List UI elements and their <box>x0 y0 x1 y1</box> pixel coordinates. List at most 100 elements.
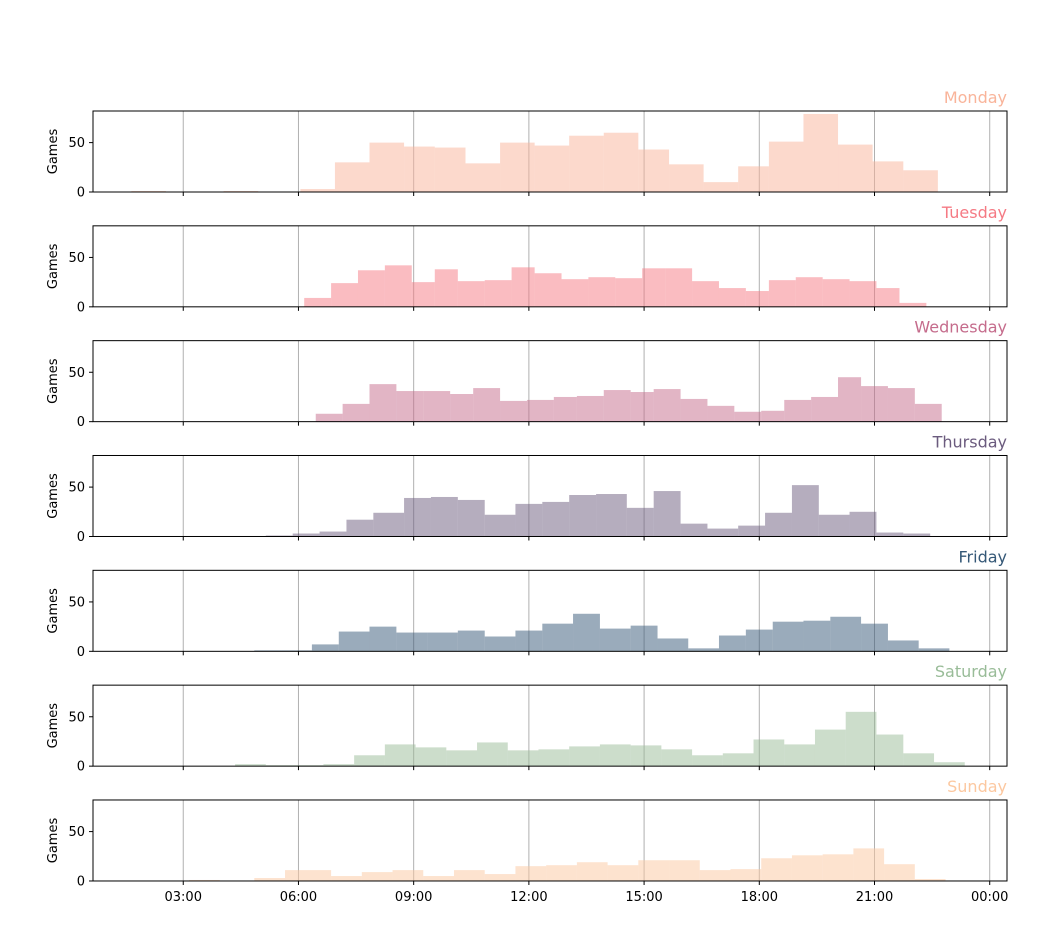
histogram-bar <box>784 399 812 422</box>
y-tick-label: 0 <box>77 300 85 315</box>
histogram-bar <box>338 631 370 652</box>
histogram-bar <box>515 503 543 537</box>
histogram-bar <box>603 390 631 422</box>
y-axis-title: Games <box>46 243 61 289</box>
y-tick-label: 50 <box>68 481 85 496</box>
histogram-bar <box>638 149 670 192</box>
x-tick-label: 15:00 <box>625 890 662 905</box>
panel-title-wednesday: Wednesday <box>914 318 1007 337</box>
histogram-bar <box>934 762 965 767</box>
histogram-bar <box>818 514 850 537</box>
y-tick-label: 0 <box>77 530 85 545</box>
histogram-bar <box>507 750 539 767</box>
histogram-bar <box>914 403 942 422</box>
histogram-bar <box>515 630 543 652</box>
histogram-bar <box>765 512 792 537</box>
histogram-bar <box>561 279 589 307</box>
histogram-bar <box>526 399 554 422</box>
histogram-bar <box>319 531 347 537</box>
histogram-bar <box>542 501 570 537</box>
histogram-bar <box>357 270 385 307</box>
x-tick-label: 00:00 <box>971 890 1008 905</box>
histogram-bar <box>887 388 915 422</box>
histogram-bar <box>699 870 731 881</box>
histogram-bar <box>369 626 397 652</box>
histogram-bar <box>599 628 631 652</box>
histogram-bar <box>453 870 485 881</box>
y-tick-label: 50 <box>68 825 85 840</box>
histogram-bar <box>718 635 746 652</box>
histogram-bar <box>423 876 454 881</box>
histogram-bar <box>899 302 927 307</box>
histogram-bar <box>292 533 320 537</box>
histogram-bar <box>887 640 919 652</box>
histogram-bar <box>761 410 785 422</box>
histogram-bar <box>331 876 362 881</box>
histogram-bar <box>876 532 904 537</box>
histogram-bar <box>657 638 689 652</box>
histogram-bar <box>411 282 435 307</box>
axes-frame <box>92 684 1008 767</box>
histogram-bar <box>311 644 339 652</box>
histogram-bar <box>768 141 804 192</box>
histogram-bar <box>511 267 535 307</box>
histogram-bar <box>692 755 723 767</box>
histogram-bar <box>484 874 516 881</box>
histogram-bar <box>853 848 885 881</box>
histogram-bar <box>346 519 374 537</box>
y-tick-label: 50 <box>68 251 85 266</box>
histogram-bar <box>845 711 877 767</box>
histogram-bar <box>665 268 693 307</box>
axes-frame <box>92 340 1008 423</box>
histogram-bar <box>354 755 385 767</box>
panel-title-tuesday: Tuesday <box>941 203 1007 222</box>
histogram-bar <box>315 413 343 422</box>
histogram-bar <box>538 749 570 767</box>
y-tick-label: 50 <box>68 136 85 151</box>
histogram-bar <box>849 511 877 537</box>
histogram-bar <box>791 855 823 881</box>
histogram-bar <box>500 400 527 422</box>
histogram-bar <box>688 648 719 652</box>
histogram-bar <box>477 742 508 767</box>
histogram-bar <box>553 396 577 422</box>
histogram-bar <box>722 753 754 767</box>
histogram-bar <box>768 280 796 307</box>
histogram-bar <box>569 135 604 192</box>
x-tick-label: 21:00 <box>856 890 893 905</box>
histogram-bar <box>669 164 704 192</box>
histogram-bar <box>784 744 815 767</box>
y-tick-label: 50 <box>68 366 85 381</box>
histogram-bar <box>642 268 666 307</box>
x-tick-label: 09:00 <box>395 890 432 905</box>
histogram-bar <box>384 744 416 767</box>
y-axis-title: Games <box>46 473 61 519</box>
x-tick-label: 18:00 <box>741 890 778 905</box>
histogram-bar <box>596 494 627 537</box>
y-tick-label: 0 <box>77 645 85 660</box>
histogram-bar <box>569 495 597 537</box>
histogram-bar <box>822 854 854 881</box>
histogram-bar <box>876 288 900 307</box>
histogram-bar <box>822 279 850 307</box>
y-tick-label: 0 <box>77 415 85 430</box>
histogram-bar <box>484 636 516 652</box>
histogram-bar <box>457 499 485 537</box>
histogram-bar <box>369 384 397 422</box>
panel-friday: 0 50 Games Friday <box>46 547 1008 660</box>
histogram-bar <box>430 496 458 537</box>
histogram-bar <box>607 865 639 881</box>
histogram-bar <box>450 394 474 422</box>
panel-title-friday: Friday <box>959 547 1008 566</box>
y-axis-title: Games <box>46 703 61 749</box>
histogram-bar <box>423 391 451 422</box>
axes-frame <box>92 110 1008 193</box>
histogram-bar <box>361 872 393 881</box>
histogram-bar <box>392 870 424 881</box>
x-tick-label: 06:00 <box>280 890 317 905</box>
histogram-bar <box>396 632 428 652</box>
histogram-bar <box>803 620 831 652</box>
y-axis-title: Games <box>46 588 61 634</box>
histogram-bar <box>427 632 458 652</box>
